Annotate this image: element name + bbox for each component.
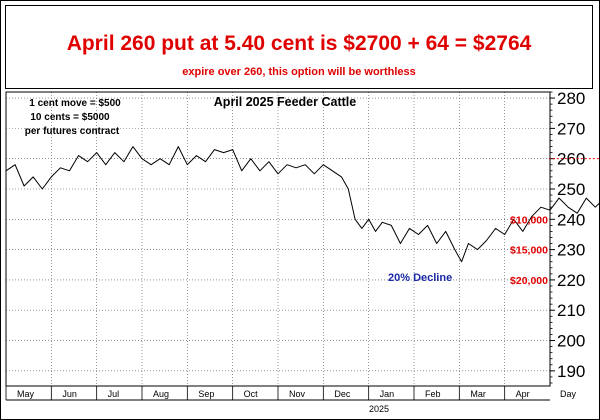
price-series bbox=[5, 146, 600, 263]
y-tick-label: 240 bbox=[557, 210, 585, 229]
note-line-2: 10 cents = $5000 bbox=[30, 112, 110, 123]
x-tick-label: Apr bbox=[516, 389, 530, 399]
y-tick-label: 270 bbox=[557, 119, 585, 138]
axes: 190 200 210 220 230 240 250 260 270 280 May Jun Jul A… bbox=[5, 89, 585, 401]
subline-text: expire over 260, this option will be wor… bbox=[182, 66, 416, 78]
x-tick-label: Nov bbox=[289, 389, 306, 399]
y-tick-label: 200 bbox=[557, 332, 585, 351]
x-tick-label: Jul bbox=[108, 389, 120, 399]
x-tick-label: Feb bbox=[425, 389, 441, 399]
x-tick-label: Jan bbox=[380, 389, 395, 399]
y-tick-label: 230 bbox=[557, 241, 585, 260]
x-tick-label: Sep bbox=[198, 389, 214, 399]
annotations: 260$10,000$15,000$20,000 bbox=[510, 158, 600, 287]
grid bbox=[6, 92, 550, 386]
decline-label: 20% Decline bbox=[388, 272, 452, 284]
y-tick-label: 280 bbox=[557, 89, 585, 108]
dollar-annotation: $10,000 bbox=[510, 214, 548, 226]
y-tick-label: 260 bbox=[557, 150, 585, 169]
note-line-3: per futures contract bbox=[25, 126, 120, 137]
headline-banner: April 260 put at 5.40 cent is $2700 + 64… bbox=[5, 5, 593, 89]
dollar-annotation: $15,000 bbox=[510, 245, 548, 257]
x-tick-label: Oct bbox=[244, 389, 259, 399]
y-tick-label: 210 bbox=[557, 301, 585, 320]
y-tick-label: 190 bbox=[557, 362, 585, 381]
x-axis-corner-label: Day bbox=[560, 389, 577, 399]
x-axis-year-label: 2025 bbox=[369, 404, 389, 414]
headline-text: April 260 put at 5.40 cent is $2700 + 64… bbox=[66, 32, 532, 55]
x-tick-label: Aug bbox=[153, 389, 169, 399]
note-line-1: 1 cent move = $500 bbox=[29, 98, 121, 109]
price-line bbox=[5, 146, 600, 263]
chart-title: April 2025 Feeder Cattle bbox=[214, 95, 356, 109]
dollar-annotation: $20,000 bbox=[510, 275, 548, 287]
y-tick-label: 250 bbox=[557, 180, 585, 199]
x-tick-label: May bbox=[17, 389, 35, 399]
y-tick-label: 220 bbox=[557, 271, 585, 290]
x-tick-label: Jun bbox=[62, 389, 77, 399]
x-tick-label: Mar bbox=[470, 389, 486, 399]
x-tick-label: Dec bbox=[334, 389, 351, 399]
